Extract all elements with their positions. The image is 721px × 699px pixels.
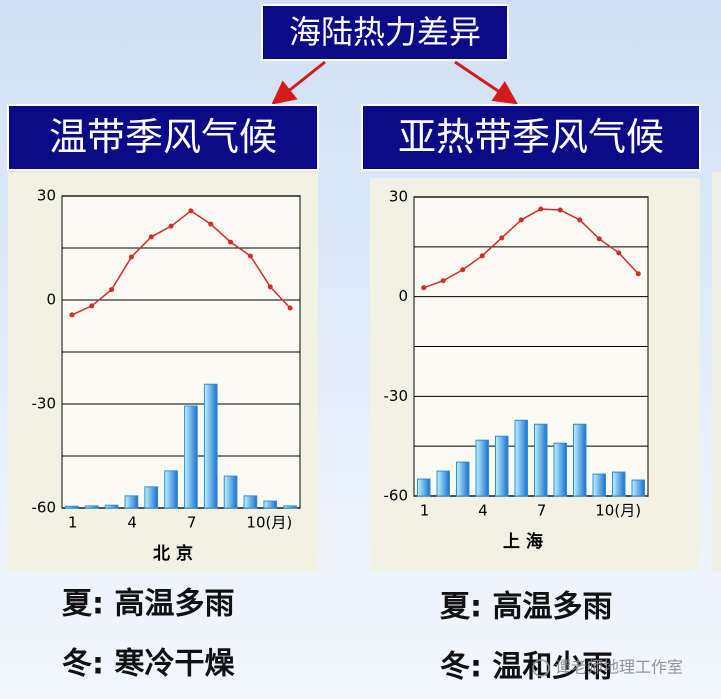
climate-note: 冬: 寒冷干燥 xyxy=(62,647,235,682)
temperature-point xyxy=(168,223,174,229)
precipitation-bar xyxy=(104,504,119,509)
title-box xyxy=(361,104,701,171)
temperature-point xyxy=(109,287,115,293)
y-tick-label: 0 xyxy=(398,287,408,305)
arrow xyxy=(271,60,326,105)
temperature-point xyxy=(557,207,563,213)
temperature-point xyxy=(596,236,602,242)
temperature-point xyxy=(287,305,293,311)
precipitation-bar xyxy=(456,461,470,497)
temperature-point xyxy=(148,234,154,240)
climate-note: 夏: 高温多雨 xyxy=(62,587,234,622)
y-tick-label: -30 xyxy=(384,387,409,405)
precipitation-bar xyxy=(573,423,587,497)
temperature-line xyxy=(423,208,639,289)
temperature-point xyxy=(479,253,485,259)
x-axis-label: 北 京 xyxy=(153,543,193,564)
y-tick-label: 30 xyxy=(389,188,408,206)
precipitation-bar xyxy=(436,470,450,497)
temperature-point xyxy=(128,254,134,260)
temperature-point xyxy=(499,235,505,241)
precipitation-bar xyxy=(495,435,509,497)
precipitation-bar xyxy=(475,439,489,497)
precipitation-bar xyxy=(144,486,159,509)
precipitation-bar xyxy=(592,473,606,497)
temperature-point xyxy=(460,267,466,273)
precipitation-bar xyxy=(164,470,178,509)
precipitation-bar xyxy=(84,505,99,509)
precipitation-bar xyxy=(553,442,567,497)
title-box xyxy=(7,104,319,171)
x-tick-label: 10(月) xyxy=(595,502,641,520)
temperature-point xyxy=(228,239,234,245)
precipitation-bar xyxy=(534,423,548,497)
temperature-point xyxy=(635,271,641,277)
header-box xyxy=(261,4,509,61)
precipitation-bar xyxy=(223,475,238,509)
precipitation-bar xyxy=(65,505,79,509)
header: 海陆热力差异 xyxy=(289,13,481,51)
precipitation-bar xyxy=(263,500,278,509)
x-tick-label: 4 xyxy=(478,502,488,520)
temperature-point xyxy=(267,284,273,290)
temperature-point xyxy=(421,285,427,291)
temperature-point xyxy=(208,221,214,227)
temperature-point xyxy=(577,217,583,223)
x-tick-label: 10(月) xyxy=(246,514,292,532)
x-axis-label: 上 海 xyxy=(503,531,543,552)
precipitation-bar xyxy=(631,479,645,497)
x-tick-label: 1 xyxy=(68,514,78,532)
temperature-point xyxy=(89,303,95,309)
next-panel-edge xyxy=(712,172,721,572)
arrow xyxy=(454,60,518,105)
precipitation-bar xyxy=(184,405,198,509)
precipitation-bar xyxy=(612,471,626,497)
temperature-point xyxy=(616,250,622,256)
temperature-point xyxy=(518,217,524,223)
watermark: 谭老师地理工作室 xyxy=(555,658,683,677)
x-tick-label: 4 xyxy=(127,514,137,532)
y-tick-label: -30 xyxy=(32,395,57,413)
temperature-point xyxy=(538,206,544,212)
climate-note: 冬: 温和少雨 xyxy=(440,650,612,685)
chart-title: 亚热带季风气候 xyxy=(398,115,664,159)
x-tick-label: 1 xyxy=(420,502,430,520)
temperature-point xyxy=(188,208,194,214)
temperature-point xyxy=(69,312,75,318)
precipitation-bar xyxy=(124,495,139,509)
chart-title: 温带季风气候 xyxy=(49,115,277,159)
climate-note: 夏: 高温多雨 xyxy=(440,590,612,625)
y-tick-label: -60 xyxy=(384,487,409,505)
y-tick-label: 0 xyxy=(46,291,56,309)
temperature-point xyxy=(440,278,446,284)
precipitation-bar xyxy=(203,383,218,509)
precipitation-bar xyxy=(514,419,528,497)
x-tick-label: 7 xyxy=(537,502,547,520)
watermark-icon xyxy=(532,659,550,677)
y-tick-label: -60 xyxy=(32,499,57,517)
y-tick-label: 30 xyxy=(37,187,56,205)
temperature-line xyxy=(71,209,291,316)
precipitation-bar xyxy=(243,495,258,509)
temperature-point xyxy=(247,253,253,259)
x-tick-label: 7 xyxy=(187,514,197,532)
precipitation-bar xyxy=(283,505,297,509)
precipitation-bar xyxy=(417,478,431,497)
